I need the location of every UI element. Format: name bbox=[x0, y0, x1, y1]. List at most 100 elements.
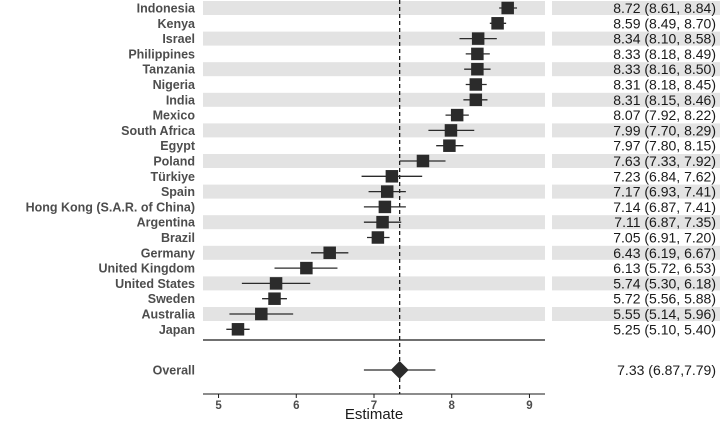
country-label-tanzania: Tanzania bbox=[142, 63, 196, 77]
estimate-point-t-rkiye bbox=[385, 170, 399, 183]
estimate-point-united-states bbox=[269, 277, 283, 290]
estimate-point-tanzania bbox=[471, 62, 484, 76]
estimate-point-brazil bbox=[371, 231, 385, 244]
stripe-india bbox=[203, 92, 545, 107]
value-stripe-india bbox=[552, 92, 720, 107]
country-label-south-africa: South Africa bbox=[121, 124, 196, 138]
value-stripe-spain bbox=[552, 184, 720, 199]
country-label-japan: Japan bbox=[159, 323, 195, 337]
estimate-label-germany: 6.43 (6.19, 6.67) bbox=[613, 245, 716, 261]
estimate-label-united-kingdom: 6.13 (5.72, 6.53) bbox=[613, 260, 716, 276]
estimate-point-india bbox=[469, 93, 483, 107]
value-stripe-australia bbox=[552, 307, 720, 321]
estimate-label-united-states: 5.74 (5.30, 6.18) bbox=[613, 275, 716, 291]
estimate-marks bbox=[226, 1, 518, 379]
overall-estimate-label: 7.33 (6.87,7.79) bbox=[617, 362, 716, 378]
country-label-india: India bbox=[166, 93, 196, 107]
estimate-label-philippines: 8.33 (8.18, 8.49) bbox=[613, 46, 716, 62]
x-axis-title: Estimate bbox=[345, 406, 403, 423]
stripe-australia bbox=[203, 307, 545, 321]
estimate-point-poland bbox=[416, 154, 430, 168]
estimate-label-australia: 5.55 (5.14, 5.96) bbox=[613, 306, 716, 322]
stripe-poland bbox=[203, 154, 545, 168]
stripe-israel bbox=[203, 31, 545, 46]
country-label-united-states: United States bbox=[115, 277, 195, 291]
estimate-point-egypt bbox=[443, 139, 456, 152]
estimate-label-t-rkiye: 7.23 (6.84, 7.62) bbox=[613, 168, 716, 184]
country-label-philippines: Philippines bbox=[128, 47, 195, 61]
estimate-label-indonesia: 8.72 (8.61, 8.84) bbox=[613, 0, 716, 16]
estimate-point-germany bbox=[323, 246, 336, 260]
country-label-nigeria: Nigeria bbox=[153, 78, 196, 92]
country-label-egypt: Egypt bbox=[160, 139, 196, 153]
country-label-hong-kong-s-a-r-of-china: Hong Kong (S.A.R. of China) bbox=[26, 200, 195, 214]
estimate-point-mexico bbox=[450, 108, 464, 122]
estimate-label-nigeria: 8.31 (8.18, 8.45) bbox=[613, 77, 716, 93]
estimate-point-spain bbox=[380, 185, 394, 198]
estimate-point-hong-kong-s-a-r-of-china bbox=[378, 200, 392, 214]
estimate-labels: 8.72 (8.61, 8.84)8.59 (8.49, 8.70)8.34 (… bbox=[613, 0, 716, 378]
value-stripe-south-africa bbox=[552, 123, 720, 138]
estimate-point-united-kingdom bbox=[300, 261, 313, 275]
stripe-south-africa bbox=[203, 123, 545, 138]
overall-estimate-diamond bbox=[390, 361, 409, 379]
country-label-t-rkiye: Türkiye bbox=[151, 170, 196, 184]
estimate-label-kenya: 8.59 (8.49, 8.70) bbox=[613, 15, 716, 31]
value-stripe-germany bbox=[552, 245, 720, 260]
estimate-label-argentina: 7.11 (6.87, 7.35) bbox=[614, 214, 716, 230]
value-stripe-israel bbox=[552, 31, 720, 46]
value-stripe-united-states bbox=[552, 276, 720, 291]
estimate-label-sweden: 5.72 (5.56, 5.88) bbox=[613, 291, 716, 307]
value-stripe-argentina bbox=[552, 215, 720, 230]
estimate-point-israel bbox=[471, 32, 485, 45]
x-axis-ticks: 5 6 7 8 9 bbox=[215, 394, 533, 412]
country-label-brazil: Brazil bbox=[161, 231, 195, 245]
country-label-germany: Germany bbox=[141, 246, 195, 260]
country-label-indonesia: Indonesia bbox=[137, 2, 196, 16]
estimate-label-egypt: 7.97 (7.80, 8.15) bbox=[613, 138, 716, 154]
country-label-united-kingdom: United Kingdom bbox=[98, 262, 195, 276]
estimate-point-philippines bbox=[471, 47, 484, 61]
overall-label: Overall bbox=[153, 364, 195, 378]
estimate-point-australia bbox=[255, 307, 268, 321]
stripe-germany bbox=[203, 245, 545, 260]
stripe-tanzania bbox=[203, 62, 545, 77]
estimate-label-israel: 8.34 (8.10, 8.58) bbox=[613, 31, 716, 47]
country-label-kenya: Kenya bbox=[157, 17, 196, 31]
estimate-label-poland: 7.63 (7.33, 7.92) bbox=[613, 153, 716, 169]
estimate-point-kenya bbox=[491, 17, 504, 30]
value-stripe-tanzania bbox=[552, 62, 720, 77]
stripe-indonesia bbox=[203, 1, 545, 15]
estimate-label-south-africa: 7.99 (7.70, 8.29) bbox=[613, 122, 716, 138]
estimate-point-nigeria bbox=[469, 78, 483, 91]
stripe-united-states bbox=[203, 276, 545, 291]
estimate-point-japan bbox=[231, 323, 245, 336]
value-stripe-indonesia bbox=[552, 1, 720, 15]
x-tick-label-6: 6 bbox=[293, 400, 299, 412]
estimate-point-south-africa bbox=[444, 124, 458, 137]
estimate-point-sweden bbox=[268, 292, 281, 305]
country-label-israel: Israel bbox=[162, 32, 195, 46]
country-label-argentina: Argentina bbox=[137, 216, 196, 230]
country-label-mexico: Mexico bbox=[153, 109, 196, 123]
country-label-sweden: Sweden bbox=[148, 292, 195, 306]
value-stripe-poland bbox=[552, 154, 720, 168]
country-label-australia: Australia bbox=[142, 308, 197, 322]
x-tick-label-9: 9 bbox=[526, 400, 532, 412]
country-label-spain: Spain bbox=[161, 185, 195, 199]
x-tick-label-8: 8 bbox=[449, 400, 456, 412]
x-tick-label-5: 5 bbox=[215, 400, 222, 412]
estimate-point-argentina bbox=[376, 215, 389, 229]
estimate-point-indonesia bbox=[501, 1, 514, 15]
estimate-label-brazil: 7.05 (6.91, 7.20) bbox=[613, 230, 716, 246]
estimate-label-india: 8.31 (8.15, 8.46) bbox=[613, 92, 716, 108]
row-stripes bbox=[203, 1, 720, 321]
x-tick-label-7: 7 bbox=[371, 400, 377, 412]
estimate-label-mexico: 8.07 (7.92, 8.22) bbox=[613, 107, 716, 123]
country-label-poland: Poland bbox=[153, 155, 195, 169]
estimate-label-spain: 7.17 (6.93, 7.41) bbox=[613, 184, 716, 200]
estimate-label-japan: 5.25 (5.10, 5.40) bbox=[613, 321, 716, 337]
estimate-label-hong-kong-s-a-r-of-china: 7.14 (6.87, 7.41) bbox=[613, 199, 716, 215]
